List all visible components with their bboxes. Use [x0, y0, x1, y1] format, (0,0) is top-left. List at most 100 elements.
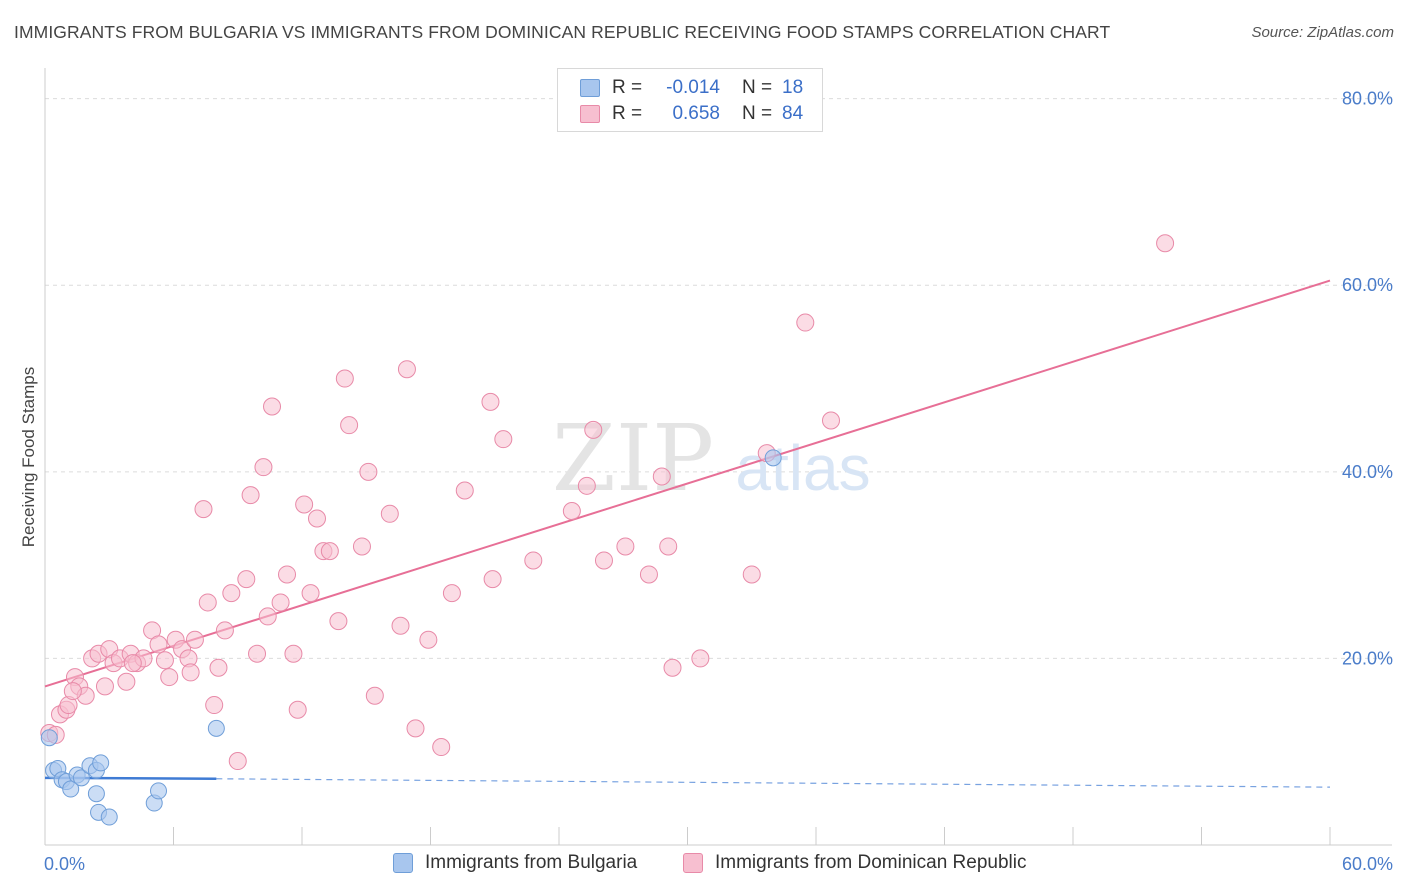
- dominican-point: [295, 495, 314, 514]
- dominican-point: [663, 658, 682, 677]
- x-tick-label: 0.0%: [44, 854, 85, 874]
- dominican-point: [365, 686, 384, 705]
- dominican-point: [258, 607, 277, 626]
- bulgaria-point: [62, 780, 80, 798]
- n-value: 84: [782, 103, 804, 124]
- dominican-point: [160, 668, 179, 687]
- dominican-point: [222, 584, 241, 603]
- bulgaria-point: [207, 719, 225, 737]
- dominican-point: [215, 621, 234, 640]
- bulgaria-point: [72, 769, 90, 787]
- dominican-point: [577, 476, 596, 495]
- n-label: N =: [742, 77, 773, 98]
- dominican-point: [149, 635, 168, 654]
- dominican-point: [340, 416, 359, 435]
- bulgaria-legend-swatch: [393, 853, 413, 873]
- y-tick-label: 80.0%: [1342, 89, 1393, 109]
- y-tick-label: 60.0%: [1342, 275, 1393, 295]
- bulgaria-point: [40, 729, 58, 747]
- bulgaria-point: [87, 785, 105, 803]
- dominican-point: [562, 502, 581, 521]
- dominican-point: [335, 369, 354, 388]
- dominican-point: [524, 551, 543, 570]
- y-tick-label: 20.0%: [1342, 648, 1393, 668]
- correlation-legend: R = -0.014 N = 18 R = 0.658 N = 84: [557, 68, 823, 132]
- dominican-point: [584, 420, 603, 439]
- source-label: Source: ZipAtlas.com: [1251, 24, 1394, 41]
- dominican-point: [494, 430, 513, 449]
- dominican-point: [352, 537, 371, 556]
- dominican-point: [652, 467, 671, 486]
- bulgaria-point: [150, 782, 168, 800]
- dominican-point: [185, 630, 204, 649]
- x-tick-label: 60.0%: [1342, 854, 1393, 874]
- dominican-point: [155, 651, 174, 670]
- dominican-point: [198, 593, 217, 612]
- dominican-point: [181, 663, 200, 682]
- dominican-point: [241, 486, 260, 505]
- dominican-point: [237, 570, 256, 589]
- dominican-point: [742, 565, 761, 584]
- dominican-legend-label: Immigrants from Dominican Republic: [715, 852, 1027, 873]
- dominican-point: [419, 630, 438, 649]
- dominican-point: [594, 551, 613, 570]
- dominican-point: [278, 565, 297, 584]
- bulgaria-point: [92, 754, 110, 772]
- bulgaria-trend-extension: [216, 778, 1331, 788]
- trend-lines: [44, 279, 1331, 788]
- dominican-point: [329, 612, 348, 631]
- dominican-point: [284, 644, 303, 663]
- bottom-legend-dominican: Immigrants from Dominican Republic: [683, 852, 1027, 874]
- n-label: N =: [742, 103, 773, 124]
- dominican-point: [359, 462, 378, 481]
- dominican-point: [117, 672, 136, 691]
- dominican-point: [796, 313, 815, 332]
- dominican-point: [288, 700, 307, 719]
- dominican-point: [659, 537, 678, 556]
- bottom-legend-bulgaria: Immigrants from Bulgaria: [393, 852, 637, 874]
- dominican-point: [455, 481, 474, 500]
- dominican-point: [95, 677, 114, 696]
- y-axis-label: Receiving Food Stamps: [19, 367, 38, 547]
- dominican-point: [380, 504, 399, 523]
- watermark: ZIP atlas: [552, 405, 871, 512]
- legend-row-bulgaria: R = -0.014 N = 18: [580, 75, 803, 101]
- dominican-point: [301, 584, 320, 603]
- axes: [44, 68, 1392, 846]
- dominican-point: [481, 392, 500, 411]
- n-value: 18: [782, 77, 804, 98]
- dominican-point: [483, 570, 502, 589]
- dominican-point: [1156, 234, 1175, 253]
- dominican-point: [194, 500, 213, 519]
- chart-title: IMMIGRANTS FROM BULGARIA VS IMMIGRANTS F…: [14, 22, 1111, 42]
- tick-labels: 20.0% 40.0% 60.0% 80.0% 0.0% 60.0%: [44, 89, 1393, 874]
- r-label: R =: [612, 77, 643, 98]
- dominican-point: [63, 682, 82, 701]
- dominican-point: [616, 537, 635, 556]
- dominican-point: [320, 542, 339, 561]
- r-value: -0.014: [666, 77, 720, 98]
- dominican-legend-swatch: [683, 853, 703, 873]
- bulgaria-point: [100, 808, 118, 826]
- dominican-point: [391, 616, 410, 635]
- bulgaria-point: [764, 449, 782, 467]
- dominican-point: [397, 360, 416, 379]
- dominican-swatch: [580, 105, 600, 123]
- r-label: R =: [612, 103, 643, 124]
- dominican-point: [307, 509, 326, 528]
- dominican-point: [406, 719, 425, 738]
- dominican-point: [205, 696, 224, 715]
- watermark-atlas: atlas: [735, 432, 870, 504]
- dominican-point: [271, 593, 290, 612]
- dominican-point: [254, 458, 273, 477]
- watermark-zip: ZIP: [552, 405, 714, 512]
- dominican-point: [821, 411, 840, 430]
- dominican-point: [442, 584, 461, 603]
- dominican-point: [228, 752, 247, 771]
- dominican-point: [209, 658, 228, 677]
- dominican-trend-line: [44, 279, 1331, 688]
- bulgaria-legend-label: Immigrants from Bulgaria: [425, 852, 638, 873]
- r-value: 0.658: [672, 103, 720, 124]
- dominican-point: [263, 397, 282, 416]
